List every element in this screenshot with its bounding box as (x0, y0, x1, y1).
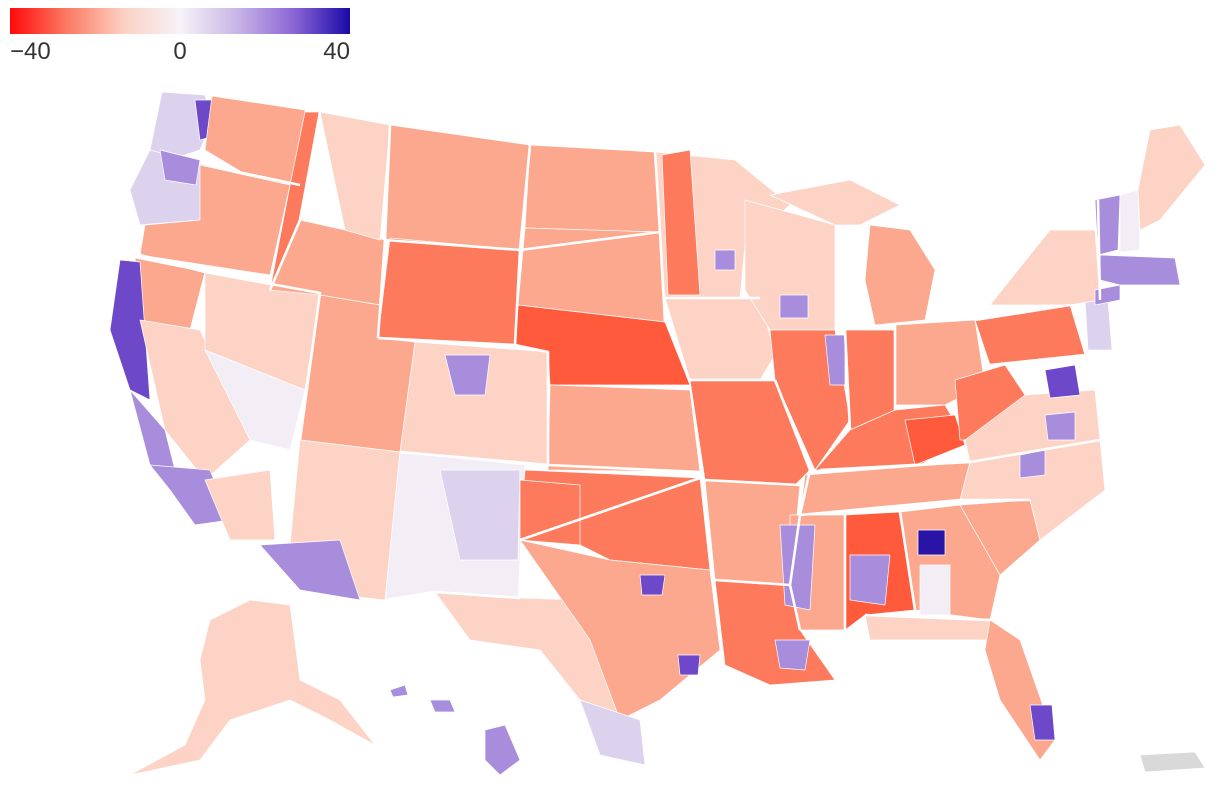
region-oregon-portland[interactable] (159, 149, 201, 186)
region-massachusetts[interactable] (1099, 254, 1181, 286)
region-vermont[interactable] (1094, 194, 1121, 256)
region-alabama-black-belt[interactable] (849, 554, 891, 606)
region-minnesota-west[interactable] (661, 149, 701, 296)
region-georgia-south[interactable] (919, 564, 951, 616)
region-new-mexico-north[interactable] (439, 469, 521, 561)
region-illinois-chicago[interactable] (824, 334, 846, 386)
legend-mid-label: 0 (173, 38, 187, 65)
legend-max-label: 40 (323, 38, 350, 65)
region-florida-southeast[interactable] (1029, 704, 1056, 741)
color-scale-legend: −40 0 40 (10, 8, 350, 68)
region-alaska[interactable] (129, 599, 376, 776)
region-texas-panhandle[interactable] (519, 479, 581, 546)
region-puerto-rico[interactable] (1139, 751, 1206, 773)
region-maryland[interactable] (1044, 364, 1081, 399)
region-montana-east[interactable] (384, 124, 531, 251)
region-texas-dallas[interactable] (639, 574, 666, 596)
region-georgia-atlanta[interactable] (917, 529, 946, 556)
region-montana-west[interactable] (319, 111, 391, 241)
region-nevada-south[interactable] (204, 349, 306, 451)
region-new-jersey[interactable] (1084, 299, 1113, 351)
region-california-south[interactable] (204, 469, 276, 541)
region-maine[interactable] (1137, 124, 1206, 231)
region-texas-south[interactable] (579, 699, 646, 766)
region-arizona-south[interactable] (259, 539, 361, 601)
region-michigan-lower[interactable] (864, 224, 936, 326)
region-north-dakota[interactable] (524, 144, 661, 233)
region-kentucky-east[interactable] (904, 414, 966, 466)
region-hawaii-big-island[interactable] (484, 724, 521, 776)
region-california-central[interactable] (139, 319, 251, 481)
region-new-york[interactable] (989, 229, 1101, 306)
region-mississippi-delta[interactable] (779, 524, 816, 611)
region-new-york-city[interactable] (1094, 284, 1121, 306)
legend-min-label: −40 (10, 38, 51, 65)
region-virginia-north[interactable] (1044, 411, 1076, 441)
region-wisconsin-madison[interactable] (779, 294, 809, 319)
region-hawaii-maui[interactable] (429, 699, 456, 713)
region-wyoming[interactable] (377, 237, 521, 346)
region-virginia[interactable] (964, 389, 1101, 463)
region-texas-houston[interactable] (677, 654, 701, 676)
color-scale-bar (10, 8, 350, 34)
region-california-bay[interactable] (109, 259, 151, 401)
region-kansas[interactable] (547, 384, 701, 473)
region-hawaii-oahu[interactable] (389, 684, 409, 698)
region-louisiana-neworleans[interactable] (774, 639, 811, 671)
region-minnesota-metro[interactable] (714, 249, 736, 271)
region-new-hampshire[interactable] (1119, 189, 1141, 253)
region-michigan-upper[interactable] (769, 179, 901, 226)
state-borders (139, 111, 1102, 631)
region-colorado-denver[interactable] (444, 354, 491, 396)
